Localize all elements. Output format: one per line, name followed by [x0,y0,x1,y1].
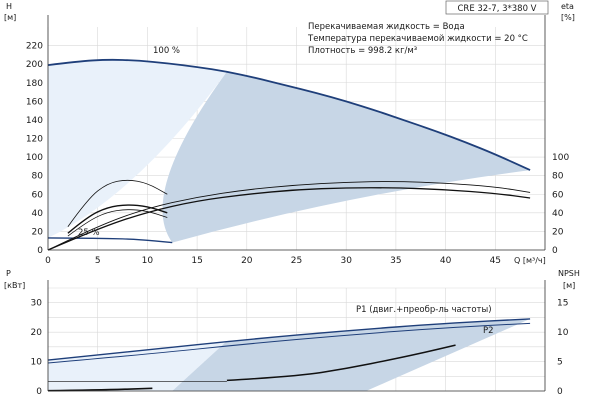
bottom-right-axis-label-line2: [м] [563,281,575,290]
top-left-tick-label: 200 [26,60,43,70]
top-left-tick-label: 40 [32,209,44,219]
eta-curve-full-upper [47,181,531,251]
curve-label-100: 100 % [153,46,180,56]
bottom-right-tick-label: 5 [557,358,563,368]
bottom-left-axis-label-line2: [кВт] [4,281,25,290]
series-label-p2: P2 [483,326,494,336]
eta-curve-low-mid [67,204,168,234]
annotation-density: Плотность = 998.2 кг/м³ [308,46,417,56]
top-left-axis-label-line1: H [6,2,12,11]
bottom-right-tick-label: 15 [557,299,568,309]
bottom-light-region [48,340,227,391]
x-axis-label: Q [м³/ч] [514,256,546,265]
x-tick-label: 0 [45,256,51,266]
x-tick-label: 10 [142,256,154,266]
bottom-operating-area [48,318,531,391]
top-left-tick-label: 120 [26,135,43,145]
eta-curve-low-upper [67,179,168,228]
top-dark-region [162,71,531,243]
top-light-region [48,59,227,238]
power-curve-p1 [47,318,531,361]
bottom-left-axis-label-line1: P [6,269,11,278]
top-right-tick-label: 20 [552,227,564,237]
bottom-right-tick-label: 10 [557,328,569,338]
top-left-tick-label: 220 [26,42,43,52]
top-operating-area [48,59,531,243]
bottom-left-tick-label: 0 [36,387,42,397]
top-left-tick-label: 180 [26,79,43,89]
bottom-tick-labels: 0 10 20 30 0 5 10 15 [31,299,569,397]
x-tick-label: 35 [390,256,401,266]
x-tick-label: 20 [241,256,253,266]
top-left-tick-label: 100 [26,153,43,163]
x-tick-label: 15 [191,256,202,266]
eta-curve-full-lower [47,187,531,251]
top-left-tick-label: 140 [26,116,43,126]
top-left-axis-label-line2: [м] [4,13,16,22]
bottom-left-tick-label: 10 [31,358,43,368]
annotation-temperature: Температура перекачиваемой жидкости = 20… [307,34,528,44]
curve-100-percent [47,58,531,171]
top-left-tick-label: 20 [32,227,44,237]
x-tick-label: 5 [95,256,101,266]
top-right-tick-label: 100 [552,153,569,163]
top-left-tick-label: 80 [32,172,44,182]
annotation-liquid: Перекачиваемая жидкость = Вода [308,22,465,32]
curve-label-25: 25 % [78,228,100,238]
top-left-tick-label: 160 [26,97,43,107]
bottom-dark-region [172,318,531,391]
chart-title: CRE 32-7, 3*380 V [457,4,536,14]
top-axes [47,15,546,251]
power-curve-p2 [47,322,531,364]
bottom-right-tick-label: 0 [557,387,563,397]
title-box [445,0,549,15]
top-right-tick-label: 60 [552,190,564,200]
top-tick-labels: 0204060801001201401601802002200204060801… [26,42,570,266]
bottom-right-axis-label-line1: NPSH [558,269,580,278]
eta-curve-low-lower [67,209,168,237]
x-tick-label: 40 [440,256,452,266]
series-label-p1: P1 (двиг.+преобр-ль частоты) [356,305,492,315]
npsh-curve [226,344,456,382]
x-tick-label: 45 [490,256,501,266]
bottom-axes [47,280,546,392]
x-tick-label: 30 [340,256,352,266]
power-curve-low [47,387,153,392]
top-left-tick-label: 0 [37,246,43,256]
top-right-tick-label: 40 [552,209,564,219]
top-curves [47,58,531,251]
top-left-tick-label: 60 [32,190,44,200]
bottom-left-tick-label: 20 [31,328,43,338]
top-right-axis-label-line2: [%] [561,13,575,22]
bottom-curves [47,318,531,392]
x-tick-label: 25 [291,256,302,266]
top-right-tick-label: 0 [552,246,558,256]
bottom-left-tick-label: 30 [31,299,43,309]
top-right-axis-label-line1: eta [561,2,574,11]
top-right-tick-label: 80 [552,172,564,182]
